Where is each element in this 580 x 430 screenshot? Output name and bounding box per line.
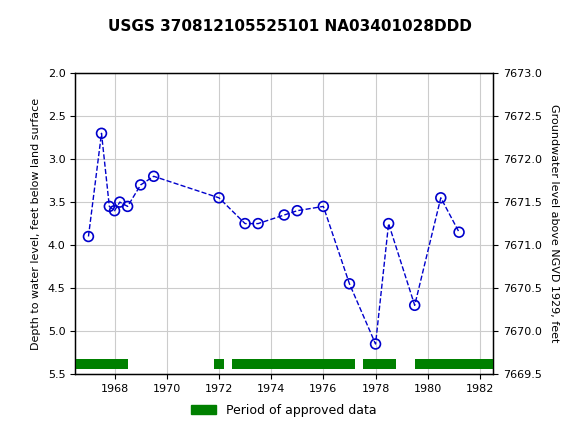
Bar <box>362 359 396 369</box>
Point <box>384 220 393 227</box>
Point <box>253 220 263 227</box>
Point <box>149 173 158 180</box>
Point <box>97 130 106 137</box>
Point <box>280 212 289 218</box>
Point <box>436 194 445 201</box>
Point <box>410 302 419 309</box>
Point <box>115 199 125 206</box>
Point <box>241 220 250 227</box>
Bar <box>75 359 128 369</box>
Bar <box>415 359 493 369</box>
Bar <box>214 359 224 369</box>
Point <box>345 280 354 287</box>
Point <box>455 229 464 236</box>
Y-axis label: Depth to water level, feet below land surface: Depth to water level, feet below land su… <box>31 98 41 350</box>
Point <box>110 207 119 214</box>
Point <box>292 207 302 214</box>
Point <box>371 341 380 347</box>
Point <box>215 194 224 201</box>
Bar <box>232 359 355 369</box>
Text: ≡USGS: ≡USGS <box>6 16 64 35</box>
Point <box>123 203 132 210</box>
Text: USGS 370812105525101 NA03401028DDD: USGS 370812105525101 NA03401028DDD <box>108 19 472 34</box>
Point <box>84 233 93 240</box>
Point <box>105 203 114 210</box>
Point <box>136 181 146 188</box>
Point <box>319 203 328 210</box>
Y-axis label: Groundwater level above NGVD 1929, feet: Groundwater level above NGVD 1929, feet <box>549 104 559 343</box>
Legend: Period of approved data: Period of approved data <box>186 399 382 422</box>
